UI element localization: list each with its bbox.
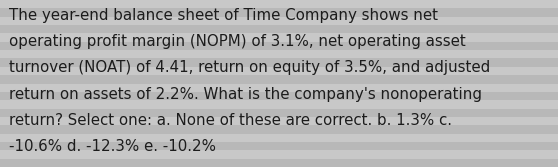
Bar — [0, 134, 558, 142]
Bar — [0, 159, 558, 167]
Text: The year-end balance sheet of Time Company shows net: The year-end balance sheet of Time Compa… — [9, 8, 438, 23]
Text: return on assets of 2.2%. What is the company's nonoperating: return on assets of 2.2%. What is the co… — [9, 87, 482, 102]
Text: return? Select one: a. None of these are correct. b. 1.3% c.: return? Select one: a. None of these are… — [9, 113, 452, 128]
Bar — [0, 109, 558, 117]
Text: turnover (NOAT) of 4.41, return on equity of 3.5%, and adjusted: turnover (NOAT) of 4.41, return on equit… — [9, 60, 490, 75]
Bar — [0, 8, 558, 17]
Bar — [0, 142, 558, 150]
Bar — [0, 33, 558, 42]
Bar — [0, 117, 558, 125]
Text: -10.6% d. -12.3% e. -10.2%: -10.6% d. -12.3% e. -10.2% — [9, 139, 216, 154]
Bar — [0, 67, 558, 75]
Bar — [0, 17, 558, 25]
Bar — [0, 0, 558, 8]
Bar — [0, 125, 558, 134]
Text: operating profit margin (NOPM) of 3.1%, net operating asset: operating profit margin (NOPM) of 3.1%, … — [9, 34, 466, 49]
Bar — [0, 100, 558, 109]
Bar — [0, 50, 558, 58]
Bar — [0, 84, 558, 92]
Bar — [0, 150, 558, 159]
Bar — [0, 42, 558, 50]
Bar — [0, 75, 558, 84]
Bar — [0, 58, 558, 67]
Bar — [0, 25, 558, 33]
Bar — [0, 92, 558, 100]
